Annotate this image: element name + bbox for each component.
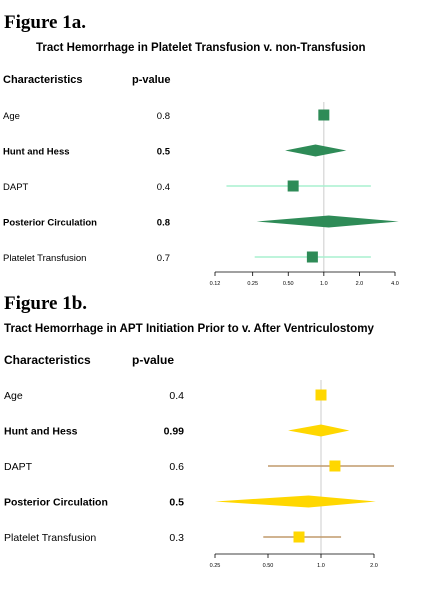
point-estimate [293, 531, 305, 543]
x-tick-label: 2.0 [356, 281, 364, 287]
row-label: Hunt and Hess [4, 426, 78, 438]
p-value-header: p-value [132, 74, 171, 86]
row-p-value: 0.4 [169, 390, 184, 402]
x-tick-label: 1.0 [317, 563, 325, 569]
point-estimate [315, 389, 327, 401]
summary-diamond [256, 215, 399, 228]
row-label: Platelet Transfusion [4, 532, 96, 544]
x-tick-label: 2.0 [370, 563, 378, 569]
characteristics-header: Characteristics [4, 353, 91, 367]
row-p-value: 0.7 [157, 253, 170, 264]
forest-plot-1b: Characteristics p-value Age 0.4 Hunt and H… [4, 353, 394, 569]
p-value-header: p-value [132, 353, 174, 367]
row-p-value: 0.5 [157, 147, 171, 158]
summary-diamond [288, 424, 350, 437]
x-tick-label: 0.25 [247, 281, 258, 287]
x-tick-label: 1.0 [320, 281, 328, 287]
point-estimate [318, 109, 330, 121]
row-p-value: 0.4 [157, 182, 170, 193]
row-label: DAPT [3, 182, 29, 193]
row-label: Hunt and Hess [3, 147, 70, 158]
figure-1a-title: Tract Hemorrhage in Platelet Transfusion… [36, 42, 366, 54]
figure-1a-label: Figure 1a. [4, 12, 86, 33]
x-tick-label: 0.12 [210, 281, 221, 287]
summary-diamond [215, 495, 376, 508]
x-tick-label: 0.50 [283, 281, 294, 287]
row-p-value: 0.8 [157, 111, 170, 122]
row-label: Age [3, 111, 20, 122]
row-label: Posterior Circulation [3, 218, 97, 229]
row-p-value: 0.3 [169, 532, 184, 544]
row-label: Posterior Circulation [4, 497, 108, 509]
summary-diamond [285, 144, 347, 157]
forest-plot-1a: Characteristics p-value Age 0.8 Hunt and H… [3, 74, 399, 287]
point-estimate [329, 460, 341, 472]
x-tick-label: 4.0 [391, 281, 399, 287]
figure-1b-title: Tract Hemorrhage in APT Initiation Prior… [4, 322, 374, 335]
x-tick-label: 0.50 [263, 563, 274, 569]
row-label: Platelet Transfusion [3, 253, 86, 264]
row-p-value: 0.6 [169, 461, 184, 473]
row-p-value: 0.5 [169, 497, 184, 509]
row-p-value: 0.8 [157, 218, 170, 229]
characteristics-header: Characteristics [3, 74, 83, 86]
figure-1b-label: Figure 1b. [4, 293, 88, 314]
row-p-value: 0.99 [164, 426, 185, 438]
point-estimate [287, 180, 299, 192]
x-tick-label: 0.25 [210, 563, 221, 569]
row-label: Age [4, 390, 23, 402]
row-label: DAPT [4, 461, 33, 473]
point-estimate [306, 251, 318, 263]
